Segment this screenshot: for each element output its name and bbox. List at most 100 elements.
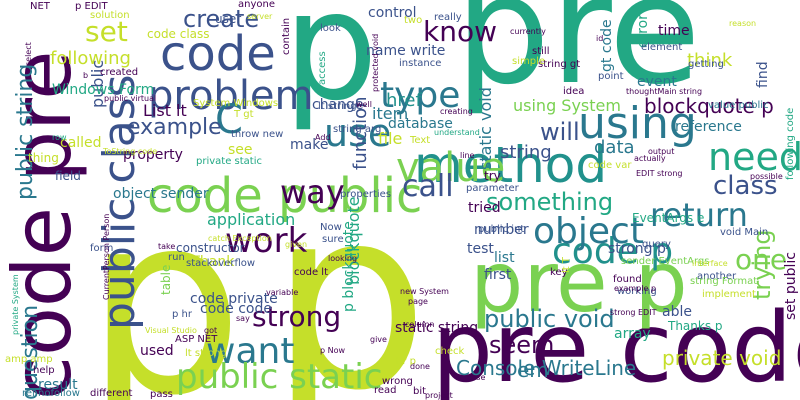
cloud-word: row xyxy=(52,133,67,142)
cloud-word: Add xyxy=(315,133,331,142)
cloud-word: public int xyxy=(478,224,525,235)
cloud-word: example p xyxy=(614,284,657,293)
cloud-word: element xyxy=(641,42,683,53)
cloud-word: id xyxy=(596,34,604,43)
cloud-word: gt code xyxy=(599,19,615,72)
cloud-word: page xyxy=(408,297,428,306)
cloud-word: value public xyxy=(708,100,769,111)
cloud-word: Windows Form xyxy=(52,82,155,98)
cloud-word: two xyxy=(404,15,423,26)
cloud-word: p xyxy=(270,154,429,400)
cloud-word: give xyxy=(370,335,387,344)
cloud-word: following code xyxy=(785,107,796,180)
cloud-word: will xyxy=(540,118,580,146)
cloud-word: lt strong xyxy=(185,348,227,359)
cloud-word: void Main xyxy=(720,227,769,238)
cloud-word: user xyxy=(215,12,242,26)
cloud-word: key xyxy=(550,267,568,278)
cloud-word: getting xyxy=(688,59,724,70)
cloud-word: reason xyxy=(729,19,757,28)
cloud-word: try xyxy=(484,169,501,183)
cloud-word: EDIT strong xyxy=(636,169,683,178)
cloud-word: line xyxy=(460,151,475,160)
cloud-word: created xyxy=(100,67,139,78)
cloud-word: pre xyxy=(455,0,701,118)
cloud-word: protected void xyxy=(371,33,380,92)
cloud-word: different xyxy=(90,388,133,399)
cloud-word: time xyxy=(658,23,690,39)
cloud-word: Console WriteLine xyxy=(456,356,637,380)
cloud-word: table xyxy=(159,264,173,295)
cloud-word: possible xyxy=(750,172,783,181)
cloud-word: see xyxy=(228,142,253,158)
cloud-word: solution xyxy=(90,10,130,21)
cloud-word: sure xyxy=(322,234,344,245)
cloud-word: know xyxy=(423,15,497,48)
cloud-word: database xyxy=(388,116,453,132)
cloud-word: called xyxy=(60,135,102,151)
cloud-word: string gt xyxy=(538,59,581,70)
cloud-word: pre p xyxy=(470,233,688,331)
cloud-word: p Now xyxy=(320,346,346,355)
cloud-word: read xyxy=(374,385,397,396)
cloud-word: one xyxy=(735,243,788,276)
cloud-word: implement xyxy=(702,289,756,300)
cloud-word: C xyxy=(215,97,243,143)
cloud-word: pass xyxy=(150,389,173,400)
cloud-word: first xyxy=(484,267,512,283)
cloud-word: variable xyxy=(266,288,299,297)
cloud-word: new System xyxy=(400,287,449,296)
cloud-word: constructor xyxy=(176,241,245,255)
cloud-word: working xyxy=(617,286,657,297)
cloud-word: type xyxy=(380,75,461,116)
cloud-word: p EDIT xyxy=(75,1,108,12)
cloud-word: field xyxy=(55,169,81,183)
cloud-word: public static xyxy=(176,357,383,397)
cloud-word: creating xyxy=(440,107,473,116)
cloud-word: string xyxy=(500,142,552,163)
cloud-word: ASP NET xyxy=(175,334,218,345)
cloud-word: code class xyxy=(147,27,210,41)
cloud-word: access xyxy=(317,51,328,85)
cloud-word: array xyxy=(614,326,651,342)
cloud-word: method xyxy=(414,136,608,194)
cloud-word: help xyxy=(33,365,55,376)
cloud-word: p blockquote xyxy=(341,221,357,312)
cloud-word: bit xyxy=(413,386,427,397)
cloud-word: public void xyxy=(484,305,615,333)
cloud-word: object xyxy=(533,211,644,252)
cloud-word: understand xyxy=(434,128,480,137)
cloud-word: another xyxy=(697,271,737,282)
cloud-word: look xyxy=(320,23,341,34)
cloud-word: create xyxy=(183,5,260,33)
cloud-word: well xyxy=(356,100,372,109)
cloud-word: number xyxy=(474,222,529,238)
cloud-word: code private xyxy=(190,291,278,307)
cloud-word: private void xyxy=(662,346,782,370)
cloud-word: something xyxy=(486,188,614,216)
cloud-word: check xyxy=(435,346,465,357)
cloud-word: name write xyxy=(366,43,446,59)
cloud-word: anyone xyxy=(238,0,275,10)
cloud-word: sender EventArgs xyxy=(621,256,710,267)
cloud-word: problem xyxy=(148,73,314,119)
cloud-word: think xyxy=(687,50,733,71)
cloud-word: actually xyxy=(634,154,666,163)
cloud-word: public string xyxy=(13,63,38,200)
cloud-word: work xyxy=(225,221,308,261)
cloud-word: able xyxy=(662,304,692,320)
cloud-word: example xyxy=(127,115,222,140)
cloud-word: wrong xyxy=(382,376,413,387)
cloud-word: server xyxy=(247,12,273,21)
cloud-word: call xyxy=(402,169,454,204)
cloud-word: given xyxy=(285,240,308,249)
cloud-word: property xyxy=(123,147,183,163)
cloud-word: CurrentPerson Person xyxy=(102,213,111,300)
cloud-word: need xyxy=(708,135,800,179)
cloud-word: href xyxy=(386,90,422,111)
cloud-word: thoughtMain string xyxy=(626,87,703,96)
cloud-word: p xyxy=(283,0,379,134)
cloud-word: idea xyxy=(563,86,585,97)
cloud-word: instance xyxy=(399,58,442,69)
